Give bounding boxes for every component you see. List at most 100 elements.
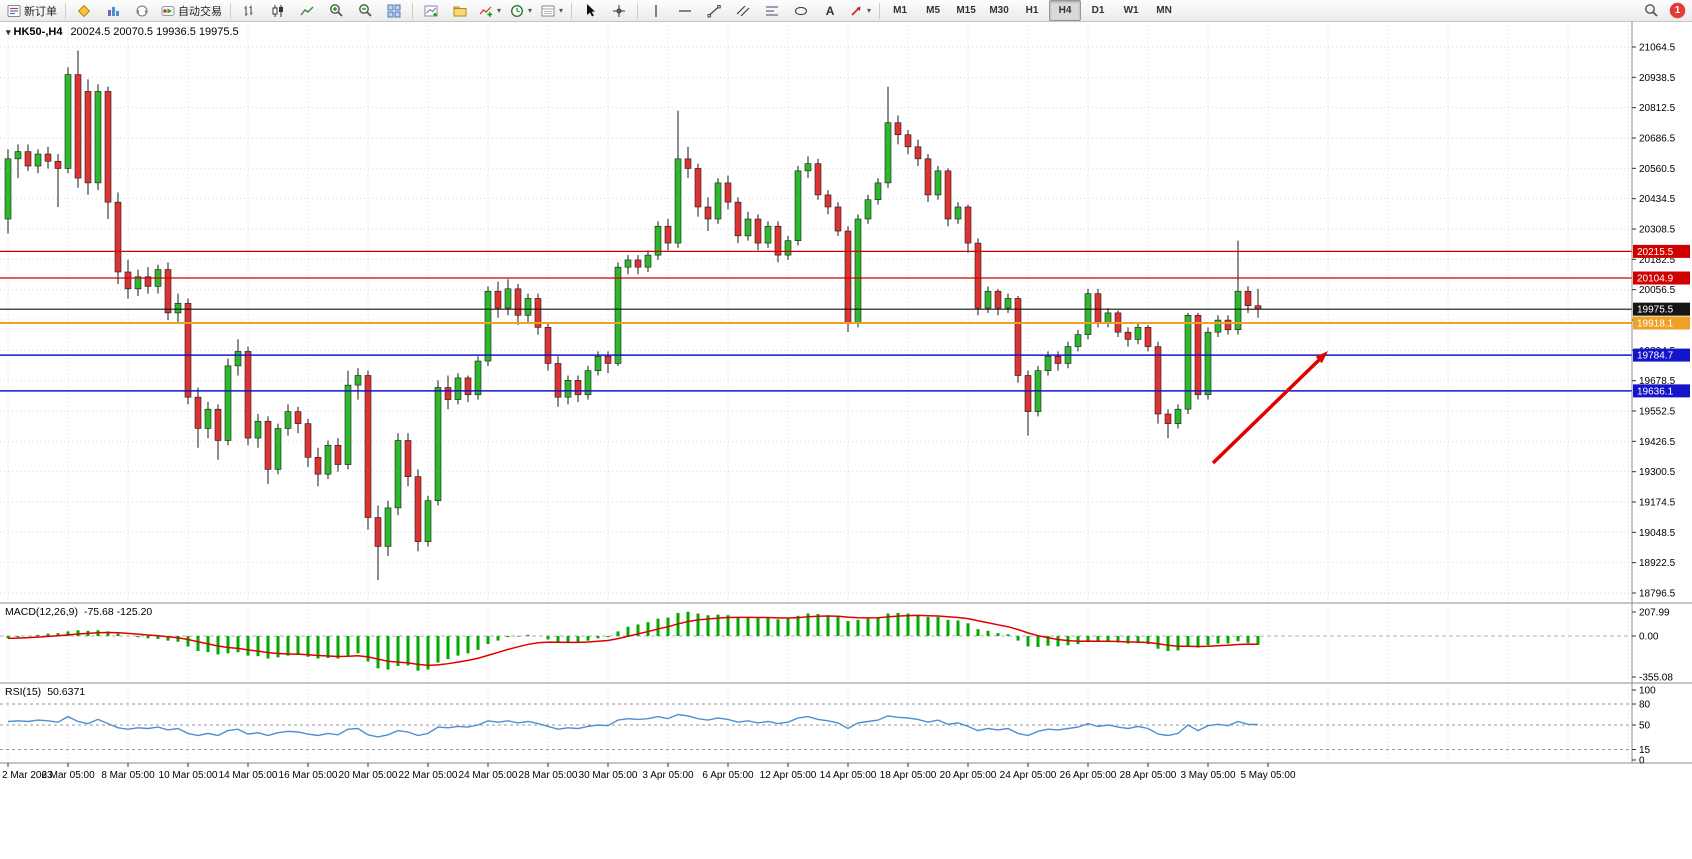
- toolbar-separator: [571, 2, 573, 19]
- cursor-tool-button[interactable]: [576, 0, 604, 21]
- candlestick-type-button[interactable]: [264, 0, 292, 21]
- auto-trading-icon: [161, 5, 175, 16]
- svg-text:24 Apr 05:00: 24 Apr 05:00: [1000, 770, 1057, 781]
- svg-text:20 Apr 05:00: 20 Apr 05:00: [940, 770, 997, 781]
- svg-text:19678.5: 19678.5: [1639, 376, 1676, 387]
- support-button[interactable]: [128, 0, 156, 21]
- svg-text:20104.9: 20104.9: [1637, 274, 1674, 285]
- dropdown-caret-icon: ▾: [528, 6, 533, 15]
- line-chart-type-icon: [300, 6, 314, 15]
- text-tool-icon: A: [825, 3, 835, 18]
- trendline-tool-button[interactable]: [700, 0, 728, 21]
- vertical-line-tool-button[interactable]: [642, 0, 670, 21]
- pane-separators[interactable]: [0, 22, 1692, 764]
- svg-text:50: 50: [1639, 721, 1651, 732]
- channel-icon: [736, 5, 750, 16]
- new-chart-icon: [424, 5, 438, 16]
- svg-text:5 May 05:00: 5 May 05:00: [1240, 770, 1295, 781]
- zoom-in-icon: [329, 4, 343, 17]
- svg-text:18 Apr 05:00: 18 Apr 05:00: [880, 770, 937, 781]
- svg-text:80: 80: [1639, 700, 1651, 711]
- svg-text:20686.5: 20686.5: [1639, 134, 1676, 145]
- trend-arrow[interactable]: [1211, 351, 1328, 465]
- timeframe-m5-button[interactable]: M5: [926, 5, 941, 16]
- horizontal-line-tool-button[interactable]: [671, 0, 699, 21]
- search-button[interactable]: [1637, 0, 1665, 21]
- collapse-triangle-icon[interactable]: ▾: [6, 27, 11, 37]
- svg-text:19552.5: 19552.5: [1639, 407, 1676, 418]
- timeframe-m30-button[interactable]: M30: [989, 5, 1009, 16]
- market-watch-button[interactable]: [99, 0, 127, 21]
- new-chart-button[interactable]: [417, 0, 445, 21]
- metaeditor-icon: [77, 4, 91, 17]
- svg-text:10 Mar 05:00: 10 Mar 05:00: [159, 770, 218, 781]
- svg-text:19975.5: 19975.5: [1637, 305, 1674, 316]
- svg-text:19636.1: 19636.1: [1637, 386, 1674, 397]
- toolbar-separator: [230, 2, 231, 19]
- market-watch-icon: [108, 6, 119, 16]
- svg-text:20938.5: 20938.5: [1639, 73, 1676, 84]
- auto-trading-button[interactable]: 自动交易: [157, 0, 226, 21]
- tile-windows-button[interactable]: [380, 0, 408, 21]
- timeframe-d1-button[interactable]: D1: [1091, 5, 1105, 16]
- timeframe-m15-button[interactable]: M15: [956, 5, 976, 16]
- timeframe-m1-button[interactable]: M1: [893, 5, 908, 16]
- indicators-icon: [479, 6, 492, 17]
- channel-tool-button[interactable]: [729, 0, 757, 21]
- svg-text:19174.5: 19174.5: [1639, 498, 1676, 509]
- zoom-out-button[interactable]: [351, 0, 379, 21]
- bar-chart-type-button[interactable]: [235, 0, 263, 21]
- new-order-button[interactable]: 新订单: [3, 0, 61, 21]
- timeframe-h1-button[interactable]: H1: [1025, 5, 1039, 16]
- dropdown-caret-icon: ▾: [559, 6, 564, 15]
- svg-text:12 Apr 05:00: 12 Apr 05:00: [760, 770, 817, 781]
- crosshair-icon: [613, 4, 626, 17]
- svg-text:3 Apr 05:00: 3 Apr 05:00: [642, 770, 694, 781]
- chart-canvas[interactable]: 21064.5 20938.5 20812.5 20686.5 20560.5 20434…: [0, 22, 1692, 854]
- svg-text:19918.1: 19918.1: [1637, 318, 1674, 329]
- periods-button[interactable]: ▾: [506, 0, 536, 21]
- line-chart-type-button[interactable]: [293, 0, 321, 21]
- bar-chart-type-icon: [244, 5, 253, 16]
- trendline-icon: [707, 4, 721, 17]
- templates-button[interactable]: ▾: [537, 0, 567, 21]
- notification-badge[interactable]: 1: [1670, 3, 1685, 18]
- text-tool-button[interactable]: A: [816, 0, 844, 21]
- timeframe-h4-button[interactable]: H4: [1049, 0, 1082, 21]
- chart-window[interactable]: 21064.5 20938.5 20812.5 20686.5 20560.5 20434…: [0, 22, 1692, 854]
- profiles-button[interactable]: [446, 0, 474, 21]
- dropdown-caret-icon: ▾: [867, 6, 872, 15]
- horizontal-line-icon: [679, 9, 692, 12]
- zoom-in-button[interactable]: [322, 0, 350, 21]
- timeframe-mn-button[interactable]: MN: [1156, 5, 1172, 16]
- cursor-icon: [587, 4, 596, 17]
- svg-text:18796.5: 18796.5: [1639, 589, 1676, 600]
- fibonacci-tool-button[interactable]: [758, 0, 786, 21]
- indicators-button[interactable]: ▾: [475, 0, 505, 21]
- new-order-icon: [7, 4, 21, 17]
- svg-text:28 Apr 05:00: 28 Apr 05:00: [1120, 770, 1177, 781]
- svg-text:24 Mar 05:00: 24 Mar 05:00: [459, 770, 518, 781]
- svg-text:3 May 05:00: 3 May 05:00: [1180, 770, 1235, 781]
- toolbar-separator: [879, 2, 881, 19]
- svg-text:19048.5: 19048.5: [1639, 528, 1676, 539]
- svg-text:19784.7: 19784.7: [1637, 351, 1674, 362]
- clock-icon: [511, 4, 524, 17]
- timeframe-w1-button[interactable]: W1: [1123, 5, 1139, 16]
- svg-text:0.00: 0.00: [1639, 632, 1659, 643]
- svg-text:-355.08: -355.08: [1639, 673, 1673, 684]
- metaeditor-button[interactable]: [70, 0, 98, 21]
- svg-text:2 Mar 2023: 2 Mar 2023: [2, 770, 53, 781]
- toolbar-separator: [65, 2, 66, 19]
- svg-text:28 Mar 05:00: 28 Mar 05:00: [519, 770, 578, 781]
- arrows-tool-button[interactable]: ▾: [845, 0, 875, 21]
- crosshair-tool-button[interactable]: [605, 0, 633, 21]
- search-icon: [1644, 4, 1658, 17]
- shapes-tool-button[interactable]: [787, 0, 815, 21]
- svg-text:30 Mar 05:00: 30 Mar 05:00: [579, 770, 638, 781]
- svg-text:19300.5: 19300.5: [1639, 467, 1676, 478]
- svg-text:20182.5: 20182.5: [1639, 255, 1676, 266]
- svg-text:0: 0: [1639, 756, 1645, 767]
- horizontal-level-lines[interactable]: [0, 250, 1632, 392]
- svg-text:6 Mar 05:00: 6 Mar 05:00: [41, 770, 95, 781]
